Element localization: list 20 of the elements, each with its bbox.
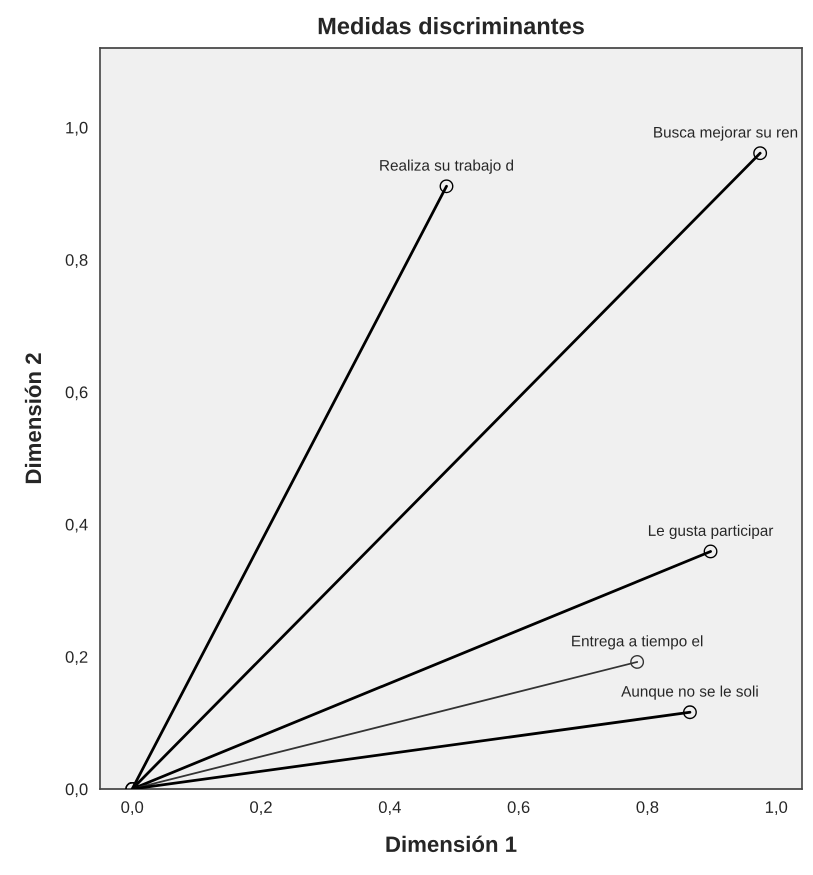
x-tick-label: 0,6 [508,801,530,816]
x-tick-label: 0,8 [636,801,658,816]
y-tick-label: 0,6 [66,386,88,400]
chart-title: Medidas discriminantes [318,17,584,34]
y-tick-label: 0,0 [66,783,88,798]
series-label: Realiza su trabajo d [380,160,514,174]
y-axis-title: Dimensión 2 [24,353,42,484]
text: Busca mejorar su ren [654,126,798,141]
series-label: Le gusta participar [648,524,774,539]
y-tick-label: 1,0 [66,122,88,136]
x-axis-title: Dimensión 1 [386,836,516,852]
y-tick-label: 0,2 [66,651,88,665]
x-tick-label: 0,0 [121,801,144,816]
x-tick-label: 0,2 [250,801,272,816]
y-tick-label: 0,4 [66,518,88,533]
y-tick-label: 0,8 [66,254,88,268]
x-tick-label: 0,4 [378,801,401,816]
x-tick-label: 1,0 [766,801,788,816]
series-label: Entrega a tiempo el [572,635,702,650]
series-label: Aunque no se le soli [621,686,758,700]
